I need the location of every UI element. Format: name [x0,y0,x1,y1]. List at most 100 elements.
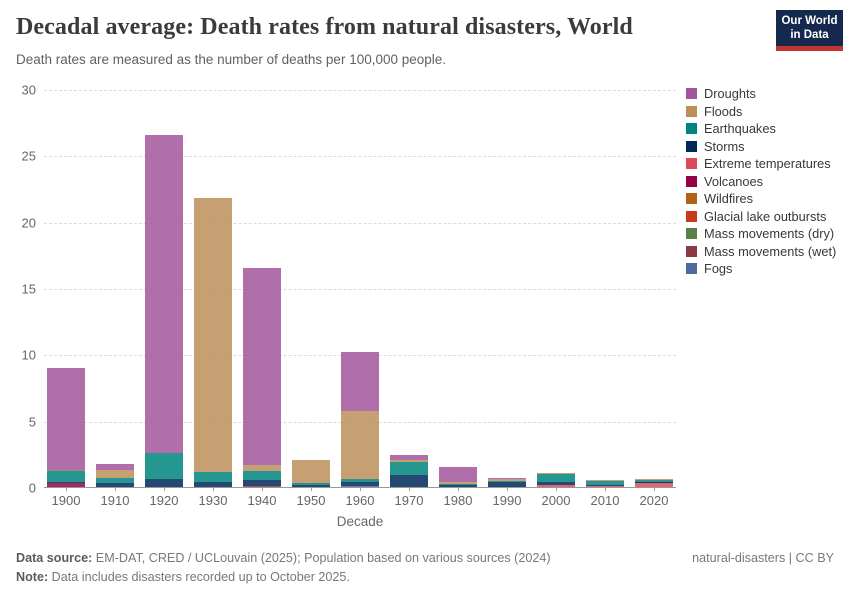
bar-segment-1960-earthquakes[interactable] [341,479,379,483]
bar-segment-1940-mass-movements-wet[interactable] [243,485,281,487]
bar-segment-1950-earthquakes[interactable] [292,483,330,486]
x-tick-1950 [311,487,312,491]
bar-segment-2020-earthquakes[interactable] [635,480,673,482]
x-tick-2010 [605,487,606,491]
bar-segment-1930-storms[interactable] [194,481,232,487]
bar-segment-1930-floods[interactable] [194,197,232,472]
legend-swatch-storms [686,140,697,152]
bar-segment-1900-floods[interactable] [47,469,85,471]
legend-label-droughts: Droughts [704,86,756,102]
x-axis-label-1950: 1950 [296,493,326,508]
bar-segment-2010-storms[interactable] [586,485,624,486]
legend-swatch-mass-movements-wet [686,245,697,257]
bar-segment-1980-storms[interactable] [439,485,477,487]
bar-segment-1900-storms[interactable] [47,481,85,484]
legend-item-extreme-temperatures[interactable]: Extreme temperatures [686,155,836,173]
x-axis-label-1940: 1940 [247,493,277,508]
x-tick-1930 [213,487,214,491]
bar-segment-1970-earthquakes[interactable] [390,462,428,476]
legend-item-glacial-lake-outbursts[interactable]: Glacial lake outbursts [686,208,836,226]
legend-label-extreme-temperatures: Extreme temperatures [704,156,831,172]
bar-segment-1990-storms[interactable] [488,482,526,487]
bar-segment-1950-floods[interactable] [292,459,330,484]
y-axis-label-0: 0 [28,480,36,496]
x-tick-1920 [164,487,165,491]
gridline-25 [44,156,676,158]
x-axis-label-2010: 2010 [590,493,620,508]
legend-swatch-droughts [686,88,697,100]
bar-segment-1900-volcanoes[interactable] [47,483,85,487]
bar-segment-2000-extreme-temperatures[interactable] [537,484,575,487]
legend-label-fogs: Fogs [704,261,733,277]
bar-segment-2010-earthquakes[interactable] [586,481,624,486]
bar-segment-1940-floods[interactable] [243,464,281,471]
x-axis-label-1920: 1920 [149,493,179,508]
y-axis-label-15: 15 [21,281,36,297]
bar-segment-1910-droughts[interactable] [96,464,134,470]
gridline-20 [44,222,676,224]
bar-segment-2000-earthquakes[interactable] [537,473,575,482]
legend-label-earthquakes: Earthquakes [704,121,776,137]
legend-item-droughts[interactable]: Droughts [686,85,836,103]
bar-segment-2020-extreme-temperatures[interactable] [635,481,673,487]
bar-segment-1920-storms[interactable] [145,479,183,487]
bar-segment-2010-floods[interactable] [586,480,624,482]
bar-segment-1900-droughts[interactable] [47,367,85,470]
bar-segment-1940-earthquakes[interactable] [243,470,281,480]
bar-segment-2020-floods[interactable] [635,479,673,481]
bar-segment-1990-floods[interactable] [488,478,526,481]
bar-segment-1920-droughts[interactable] [145,135,183,454]
legend-item-storms[interactable]: Storms [686,138,836,156]
legend-label-floods: Floods [704,103,743,119]
legend-label-storms: Storms [704,138,745,154]
owid-logo-line1: Our World [781,14,838,27]
bar-segment-1980-floods[interactable] [439,482,477,484]
bar-segment-2010-extreme-temperatures[interactable] [586,485,624,487]
bar-segment-1940-droughts[interactable] [243,268,281,465]
bar-segment-1970-floods[interactable] [390,459,428,463]
legend-item-fogs[interactable]: Fogs [686,260,836,278]
owid-logo[interactable]: Our World in Data [776,10,843,51]
bar-segment-1920-earthquakes[interactable] [145,453,183,480]
legend-item-wildfires[interactable]: Wildfires [686,190,836,208]
bar-segment-2000-floods[interactable] [537,472,575,474]
footer-license[interactable]: natural-disasters | CC BY [692,551,834,565]
bar-segment-1980-droughts[interactable] [439,466,477,483]
bar-segment-1960-fogs[interactable] [341,485,379,487]
bar-segment-1980-earthquakes[interactable] [439,483,477,486]
legend-label-mass-movements-wet: Mass movements (wet) [704,243,837,259]
bar-segment-1970-storms[interactable] [390,475,428,487]
x-tick-1910 [115,487,116,491]
bar-segment-1910-earthquakes[interactable] [96,477,134,483]
bar-segment-1910-storms[interactable] [96,482,134,487]
plot-area: 0 5 10 15 20 25 30 1900 1910 1920 1930 1940 1950 1960… [22,83,676,508]
bar-segment-1940-storms[interactable] [243,479,281,486]
x-axis-label-1930: 1930 [198,493,228,508]
x-axis-label-2020: 2020 [639,493,669,508]
owid-logo-line2: in Data [790,29,829,41]
bar-segment-1990-droughts[interactable] [488,478,526,479]
legend-item-mass-movements-dry[interactable]: Mass movements (dry) [686,225,836,243]
bar-segment-1960-storms[interactable] [341,482,379,486]
legend-item-floods[interactable]: Floods [686,103,836,121]
x-axis-label-1900: 1900 [51,493,81,508]
bar-segment-1950-storms[interactable] [292,485,330,487]
bar-segment-1960-droughts[interactable] [341,351,379,411]
legend-item-volcanoes[interactable]: Volcanoes [686,173,836,191]
bar-segment-1960-floods[interactable] [341,411,379,480]
bar-segment-1990-earthquakes[interactable] [488,480,526,483]
legend: Droughts Floods Earthquakes Storms Extreme t… [686,85,836,278]
x-axis-label-1960: 1960 [345,493,375,508]
x-tick-1990 [507,487,508,491]
bar-segment-1910-floods[interactable] [96,469,134,478]
x-tick-1940 [262,487,263,491]
x-axis-label-1990: 1990 [492,493,522,508]
legend-item-earthquakes[interactable]: Earthquakes [686,120,836,138]
bar-segment-1930-earthquakes[interactable] [194,471,232,482]
bar-segment-1900-earthquakes[interactable] [47,470,85,482]
bar-segment-1970-droughts[interactable] [390,455,428,460]
footer-note: Note: Data includes disasters recorded u… [16,570,350,584]
bar-segment-2000-storms[interactable] [537,481,575,485]
legend-item-mass-movements-wet[interactable]: Mass movements (wet) [686,243,836,261]
